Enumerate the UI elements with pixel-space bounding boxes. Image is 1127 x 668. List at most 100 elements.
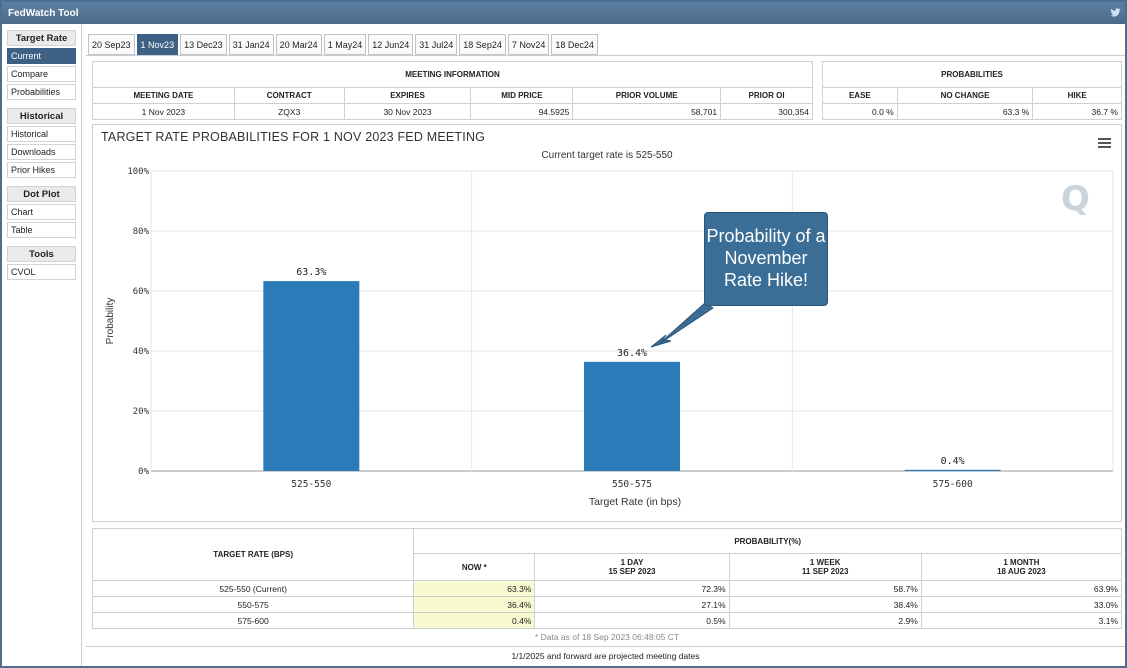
table-row: 550-575 36.4% 27.1% 38.4% 33.0% <box>91 596 1123 613</box>
title-bar: FedWatch Tool <box>2 2 1125 24</box>
y-tick-label: 80% <box>133 227 150 237</box>
tab-meeting[interactable]: 20 Sep23 <box>88 34 135 55</box>
sidebar-item-probabilities[interactable]: Probabilities <box>7 84 76 100</box>
sidebar-item-table[interactable]: Table <box>7 222 76 238</box>
meeting-tabs: 20 Sep23 1 Nov23 13 Dec23 31 Jan24 20 Mar24 1… <box>88 34 600 55</box>
meeting-info-value: 58,701 <box>572 103 722 120</box>
y-tick-label: 20% <box>133 407 150 417</box>
probability-cell: 36.4% <box>413 596 536 613</box>
meeting-info-col-header: MID PRICE <box>470 87 574 104</box>
projection-note: 1/1/2025 and forward are projected meeti… <box>86 646 1125 666</box>
probability-cell: 27.1% <box>534 596 730 613</box>
table-row: 575-600 0.4% 0.5% 2.9% 3.1% <box>91 612 1123 629</box>
probability-cell: 58.7% <box>728 580 922 597</box>
col-header-line2: 15 SEP 2023 <box>608 567 656 576</box>
bar-data-label: 63.3% <box>296 267 326 278</box>
probability-col-header: 1 WEEK 11 SEP 2023 <box>728 553 922 581</box>
tab-meeting[interactable]: 7 Nov24 <box>507 34 550 55</box>
quikstrike-logo: Q <box>1061 179 1090 219</box>
bar-525-550[interactable] <box>263 281 360 471</box>
bar-chart: 0% 20% 40% 60% 80% 100% 63.3% 525-550 36.4% 550-5… <box>105 167 1114 508</box>
probability-cell: 3.1% <box>920 612 1123 629</box>
sidebar-item-cvol[interactable]: CVOL <box>7 264 76 280</box>
probability-cell: 0.4% <box>413 612 536 629</box>
y-tick-label: 40% <box>133 347 150 357</box>
probability-cell: 0.5% <box>534 612 730 629</box>
meeting-info-col-header: PRIOR OI <box>720 87 813 104</box>
sidebar-heading: Historical <box>7 108 76 124</box>
x-axis-label: Target Rate (in bps) <box>589 496 681 508</box>
col-header-line2: 11 SEP 2023 <box>801 567 849 576</box>
tab-meeting[interactable]: 20 Mar24 <box>275 34 322 55</box>
tab-meeting[interactable]: 31 Jan24 <box>228 34 274 55</box>
chart-panel: TARGET RATE PROBABILITIES FOR 1 NOV 2023… <box>92 124 1122 522</box>
sidebar-item-current[interactable]: Current <box>7 48 76 64</box>
meeting-info-col-header: CONTRACT <box>233 87 345 104</box>
probability-group-header: PROBABILITY(%) <box>413 528 1122 554</box>
probability-table: TARGET RATE (BPS) PROBABILITY(%) NOW * 1 … <box>91 528 1123 629</box>
sidebar-item-prior-hikes[interactable]: Prior Hikes <box>7 162 76 178</box>
probabilities-heading: PROBABILITIES <box>822 61 1122 88</box>
probability-col-header: 1 DAY 15 SEP 2023 <box>534 553 730 581</box>
table-row: 525-550 (Current) 63.3% 72.3% 58.7% 63.9% <box>91 580 1123 597</box>
meeting-info-col-header: MEETING DATE <box>92 87 235 104</box>
probability-col-header: NOW * <box>413 553 536 581</box>
probabilities-col-header: HIKE <box>1032 87 1122 104</box>
col-header-line1: 1 WEEK <box>809 558 841 567</box>
col-header-line1: NOW * <box>461 562 487 572</box>
probabilities-value: 0.0 % <box>822 103 898 120</box>
meeting-info-value: 94.5925 <box>470 103 574 120</box>
col-header-line2: 18 AUG 2023 <box>997 567 1046 576</box>
probability-cell: 38.4% <box>728 596 922 613</box>
sidebar-item-historical[interactable]: Historical <box>7 126 76 142</box>
sidebar-heading: Tools <box>7 246 76 262</box>
sidebar-item-downloads[interactable]: Downloads <box>7 144 76 160</box>
twitter-icon[interactable] <box>1110 7 1121 18</box>
bar-data-label: 36.4% <box>617 348 647 359</box>
meeting-info-value: 30 Nov 2023 <box>343 103 472 120</box>
meeting-info-col-header: PRIOR VOLUME <box>572 87 722 104</box>
tab-meeting[interactable]: 1 Nov23 <box>136 34 179 55</box>
probabilities-col-header: EASE <box>822 87 898 104</box>
col-header-line1: 1 DAY <box>620 558 644 567</box>
callout-arrow <box>650 302 714 348</box>
tab-meeting[interactable]: 18 Sep24 <box>459 34 506 55</box>
target-rate-cell: 575-600 <box>91 612 415 629</box>
meeting-info-table: MEETING INFORMATION MEETING DATE CONTRACT… <box>92 61 813 120</box>
probabilities-table: PROBABILITIES EASE NO CHANGE HIKE 0.0 % 63.… <box>822 61 1122 120</box>
bar-575-600[interactable] <box>904 469 1001 471</box>
data-timestamp: * Data as of 18 Sep 2023 06:48:05 CT <box>534 632 680 642</box>
tab-meeting[interactable]: 31 Jul24 <box>415 34 458 55</box>
tab-meeting[interactable]: 13 Dec23 <box>180 34 227 55</box>
x-tick-label: 550-575 <box>612 479 652 490</box>
sidebar: Target Rate Current Compare Probabilities Hi… <box>2 24 82 666</box>
app-title: FedWatch Tool <box>8 8 79 19</box>
tab-meeting[interactable]: 12 Jun24 <box>368 34 414 55</box>
probability-cell: 2.9% <box>728 612 922 629</box>
tab-meeting[interactable]: 1 May24 <box>323 34 367 55</box>
sidebar-heading: Dot Plot <box>7 186 76 202</box>
probabilities-col-header: NO CHANGE <box>896 87 1034 104</box>
meeting-info-value: 300,354 <box>720 103 813 120</box>
target-rate-cell: 550-575 <box>91 596 415 613</box>
y-tick-label: 0% <box>138 467 149 477</box>
x-tick-label: 575-600 <box>933 479 973 490</box>
y-axis-label: Probability <box>105 298 116 345</box>
probability-col-header: 1 MONTH 18 AUG 2023 <box>920 553 1123 581</box>
tab-divider <box>86 55 1125 56</box>
y-tick-label: 100% <box>127 167 149 177</box>
probability-cell: 63.3% <box>413 580 536 597</box>
meeting-info-value: ZQX3 <box>233 103 345 120</box>
sidebar-heading: Target Rate <box>7 30 76 46</box>
target-rate-header: TARGET RATE (BPS) <box>91 528 415 581</box>
sidebar-item-compare[interactable]: Compare <box>7 66 76 82</box>
probability-cell: 72.3% <box>534 580 730 597</box>
tab-meeting[interactable]: 18 Dec24 <box>551 34 598 55</box>
x-tick-label: 525-550 <box>291 479 331 490</box>
chart-subtitle: Current target rate is 525-550 <box>541 150 673 161</box>
bar-data-label: 0.4% <box>941 456 965 467</box>
bar-550-575[interactable] <box>584 361 680 471</box>
chart-menu-icon[interactable] <box>1098 138 1111 149</box>
sidebar-item-chart[interactable]: Chart <box>7 204 76 220</box>
